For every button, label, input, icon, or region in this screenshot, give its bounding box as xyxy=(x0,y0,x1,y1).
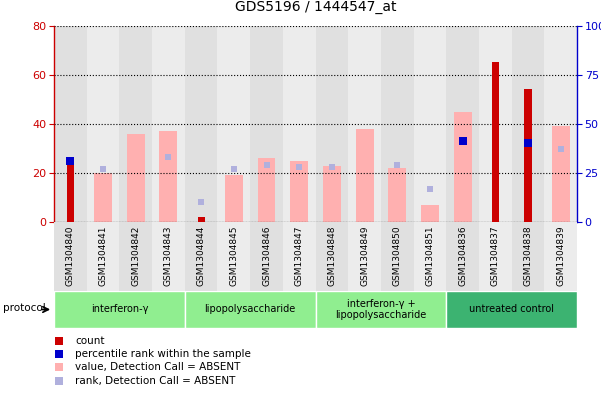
Bar xyxy=(185,26,218,222)
Bar xyxy=(316,222,348,291)
Text: GSM1304848: GSM1304848 xyxy=(328,226,337,286)
Bar xyxy=(152,26,185,222)
Bar xyxy=(545,26,577,222)
Bar xyxy=(127,134,145,222)
Text: GSM1304850: GSM1304850 xyxy=(392,226,401,286)
Text: GSM1304840: GSM1304840 xyxy=(66,226,75,286)
Text: GSM1304846: GSM1304846 xyxy=(262,226,271,286)
Bar xyxy=(283,222,316,291)
Text: rank, Detection Call = ABSENT: rank, Detection Call = ABSENT xyxy=(75,376,236,386)
Bar xyxy=(421,205,439,222)
Text: GSM1304847: GSM1304847 xyxy=(294,226,304,286)
Bar xyxy=(225,175,243,222)
Bar xyxy=(316,291,446,328)
Bar xyxy=(67,163,74,222)
Text: GSM1304849: GSM1304849 xyxy=(360,226,369,286)
Text: GSM1304837: GSM1304837 xyxy=(491,226,500,286)
Bar xyxy=(388,168,406,222)
Text: interferon-γ +
lipopolysaccharide: interferon-γ + lipopolysaccharide xyxy=(335,299,427,320)
Bar xyxy=(316,26,348,222)
Bar xyxy=(54,222,87,291)
Bar xyxy=(446,291,577,328)
Bar xyxy=(492,62,499,222)
Bar xyxy=(218,222,250,291)
Text: GSM1304851: GSM1304851 xyxy=(426,226,435,286)
Bar xyxy=(94,173,112,222)
Text: GSM1304845: GSM1304845 xyxy=(230,226,239,286)
Text: GSM1304842: GSM1304842 xyxy=(131,226,140,286)
Text: GSM1304843: GSM1304843 xyxy=(164,226,173,286)
Text: untreated control: untreated control xyxy=(469,305,554,314)
Bar xyxy=(381,26,413,222)
Bar xyxy=(120,26,152,222)
Bar xyxy=(54,291,185,328)
Bar xyxy=(185,222,218,291)
Bar xyxy=(185,291,316,328)
Bar xyxy=(454,112,472,222)
Bar xyxy=(323,165,341,222)
Text: GSM1304844: GSM1304844 xyxy=(197,226,206,286)
Text: interferon-γ: interferon-γ xyxy=(91,305,148,314)
Bar xyxy=(120,222,152,291)
Bar xyxy=(54,26,87,222)
Text: GSM1304836: GSM1304836 xyxy=(458,226,467,286)
Bar xyxy=(545,222,577,291)
Bar xyxy=(87,222,120,291)
Bar xyxy=(381,222,413,291)
Bar xyxy=(290,161,308,222)
Bar xyxy=(524,89,531,222)
Bar xyxy=(446,26,479,222)
Bar xyxy=(479,26,511,222)
Text: GSM1304838: GSM1304838 xyxy=(523,226,532,286)
Bar xyxy=(413,26,446,222)
Bar xyxy=(356,129,374,222)
Bar xyxy=(348,222,381,291)
Bar xyxy=(87,26,120,222)
Bar xyxy=(511,26,545,222)
Text: GDS5196 / 1444547_at: GDS5196 / 1444547_at xyxy=(235,0,396,14)
Text: protocol: protocol xyxy=(2,303,46,312)
Text: GSM1304839: GSM1304839 xyxy=(556,226,565,286)
Bar xyxy=(250,26,283,222)
Bar xyxy=(552,126,570,222)
Text: GSM1304841: GSM1304841 xyxy=(99,226,108,286)
Text: percentile rank within the sample: percentile rank within the sample xyxy=(75,349,251,359)
Bar xyxy=(446,222,479,291)
Bar xyxy=(152,222,185,291)
Bar xyxy=(198,217,205,222)
Bar xyxy=(348,26,381,222)
Bar xyxy=(218,26,250,222)
Bar xyxy=(479,222,511,291)
Text: value, Detection Call = ABSENT: value, Detection Call = ABSENT xyxy=(75,362,240,373)
Bar xyxy=(250,222,283,291)
Text: lipopolysaccharide: lipopolysaccharide xyxy=(204,305,296,314)
Bar xyxy=(283,26,316,222)
Bar xyxy=(511,222,545,291)
Bar xyxy=(159,131,177,222)
Bar xyxy=(257,158,275,222)
Bar xyxy=(413,222,446,291)
Text: count: count xyxy=(75,336,105,345)
